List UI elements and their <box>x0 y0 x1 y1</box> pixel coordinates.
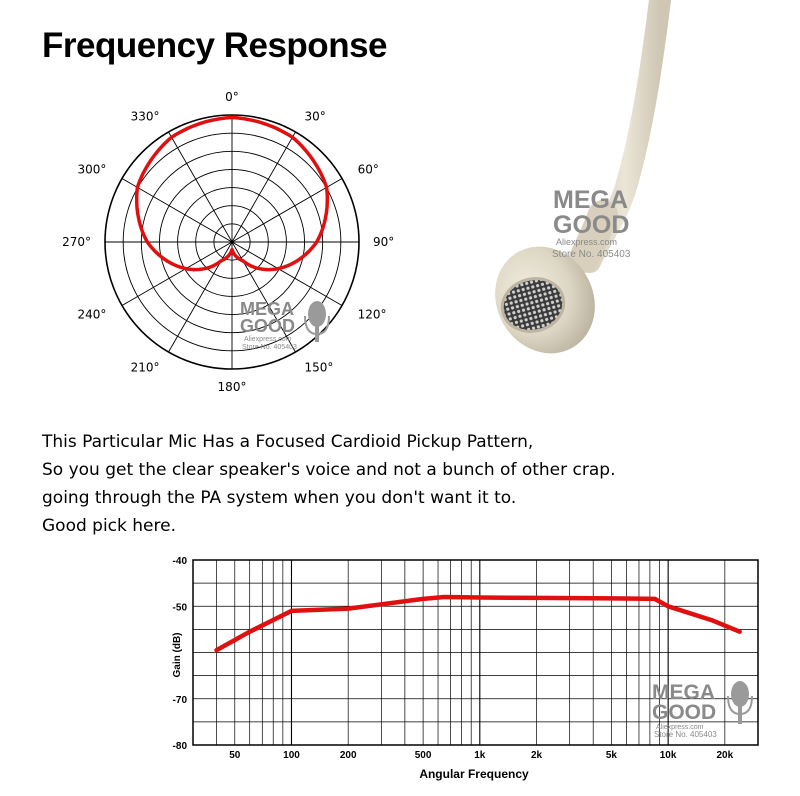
y-tick-label: -50 <box>173 602 188 613</box>
polar-angle-label: 120° <box>358 308 387 322</box>
x-tick-label: 200 <box>340 750 357 761</box>
description-line-2: So you get the clear speaker's voice and… <box>42 460 616 480</box>
x-axis-label: Angular Frequency <box>419 767 529 781</box>
x-tick-label: 10k <box>660 750 677 761</box>
x-tick-label: 50 <box>229 750 241 761</box>
page-title: Frequency Response <box>42 26 388 65</box>
polar-grid <box>104 114 360 370</box>
y-tick-labels: -40 -50 -70 -80 <box>173 556 188 752</box>
polar-angle-label: 300° <box>77 163 106 177</box>
description-line-1: This Particular Mic Has a Focused Cardio… <box>42 432 534 452</box>
mic-logo-icon <box>304 301 330 342</box>
polar-angle-label: 180° <box>218 380 247 394</box>
watermark-text: MEGA <box>240 299 294 319</box>
polar-angle-label: 210° <box>131 361 160 375</box>
x-tick-label: 500 <box>415 750 432 761</box>
x-tick-labels: 50 100 200 500 1k 2k 5k 10k 20k <box>229 750 733 761</box>
polar-spoke <box>168 131 296 353</box>
x-tick-label: 5k <box>606 750 618 761</box>
polar-angle-label: 30° <box>305 109 326 123</box>
description-line-4: Good pick here. <box>42 516 176 536</box>
polar-angle-labels: 0° 30° 60° 90° 120° 150° 180° 210° 240° 270° 300° 3… <box>62 90 394 394</box>
y-axis-label: Gain (dB) <box>172 633 183 678</box>
y-tick-label: -80 <box>173 741 188 752</box>
gain-curve <box>214 594 742 653</box>
watermark-text: Store No. 405403 <box>654 730 717 739</box>
description-line-3: going through the PA system when you don… <box>42 488 517 508</box>
y-tick-label: -40 <box>173 556 188 567</box>
watermark-text: GOOD <box>652 701 716 724</box>
polar-angle-label: 330° <box>131 109 160 123</box>
watermark-text: Store No. 405403 <box>242 344 297 351</box>
frequency-grid <box>192 559 759 746</box>
watermark-text: Aliexpress.com <box>244 336 292 343</box>
y-tick-label: -70 <box>173 695 188 706</box>
polar-angle-label: 270° <box>62 235 91 249</box>
x-tick-label: 20k <box>716 750 733 761</box>
polar-pattern-curve <box>134 115 330 272</box>
x-tick-label: 100 <box>283 750 300 761</box>
polar-angle-label: 60° <box>358 163 379 177</box>
x-tick-label: 2k <box>531 750 543 761</box>
description: This Particular Mic Has a Focused Cardio… <box>42 428 615 540</box>
watermark-text: Aliexpress.com <box>656 724 704 731</box>
x-tick-label: 1k <box>474 750 486 761</box>
watermark-text: GOOD <box>240 316 295 336</box>
mic-logo-icon <box>727 681 753 724</box>
polar-watermark: MEGA GOOD Aliexpress.com Store No. 40540… <box>240 299 330 351</box>
watermark-text: MEGA <box>652 681 715 704</box>
polar-angle-label: 0° <box>225 90 239 104</box>
polar-angle-label: 150° <box>305 361 334 375</box>
polar-angle-label: 240° <box>77 308 106 322</box>
polar-angle-label: 90° <box>373 235 394 249</box>
freq-watermark: MEGA GOOD Aliexpress.com Store No. 40540… <box>652 681 753 739</box>
